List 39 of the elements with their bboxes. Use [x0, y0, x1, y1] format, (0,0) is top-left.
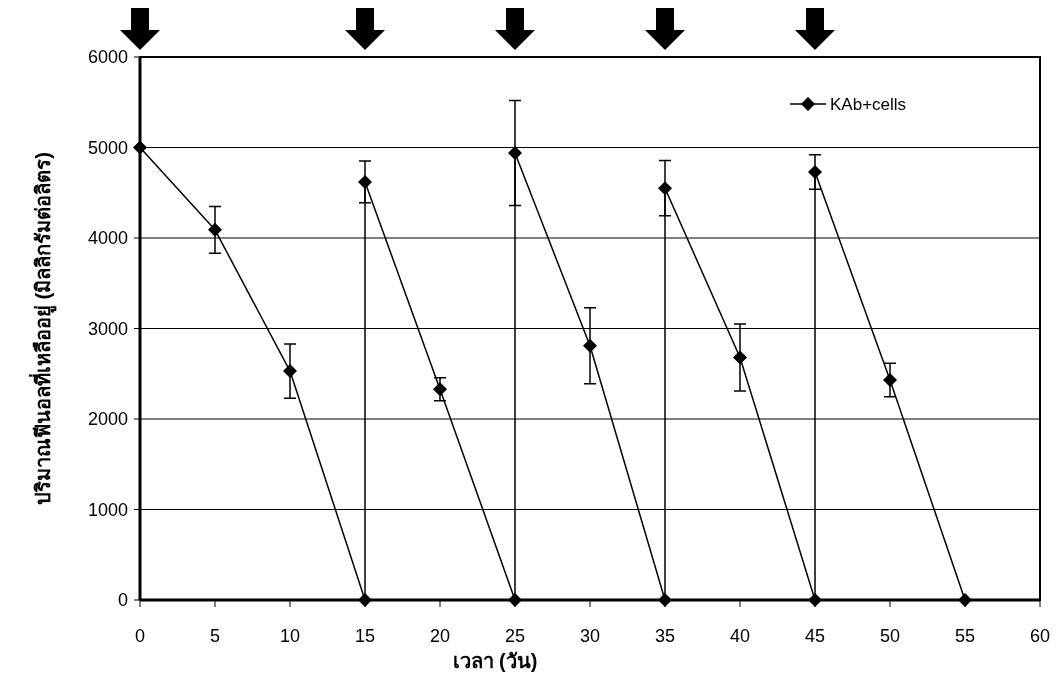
point	[883, 373, 897, 388]
x-tick-label: 40	[729, 626, 751, 646]
x-tick-label: 50	[879, 626, 901, 646]
point	[808, 593, 822, 607]
point	[208, 222, 222, 237]
x-tick-label: 5	[209, 626, 221, 646]
y-tick-label: 0	[117, 590, 128, 610]
point	[658, 181, 672, 196]
y-tick-label: 1000	[87, 499, 128, 520]
point	[508, 145, 522, 160]
point	[358, 593, 372, 607]
x-tick-label: 20	[429, 626, 451, 646]
y-axis-title: ปริมาณฟีนอลที่เหลืออยู่ (มิลลิกรัมต่อลิตร)	[28, 152, 57, 505]
y-tick-label: 4000	[87, 228, 128, 248]
x-tick-label: 45	[804, 626, 826, 646]
x-tick-label: 10	[279, 626, 301, 646]
point	[283, 364, 297, 379]
legend: KAb+cells	[789, 95, 907, 114]
y-tick-label: 6000	[87, 47, 128, 67]
legend-label: KAb+cells	[830, 95, 907, 114]
point	[658, 593, 672, 607]
y-tick-label: 2000	[87, 409, 128, 429]
point	[358, 174, 372, 189]
point	[583, 338, 597, 353]
x-tick-label: 30	[579, 626, 601, 646]
x-tick-label: 25	[504, 626, 526, 646]
x-tick-label: 35	[654, 626, 676, 646]
x-axis-title: เวลา (วัน)	[452, 650, 538, 672]
point	[433, 382, 447, 397]
x-tick-label: 60	[1029, 626, 1051, 646]
point	[808, 164, 822, 179]
y-tick-label: 3000	[87, 318, 128, 339]
point	[733, 350, 747, 365]
point	[133, 140, 147, 155]
x-tick-label: 0	[134, 626, 146, 646]
x-tick-label: 15	[354, 626, 376, 646]
y-tick-label: 5000	[87, 137, 128, 158]
point	[508, 593, 522, 607]
x-tick-label: 55	[954, 626, 976, 646]
